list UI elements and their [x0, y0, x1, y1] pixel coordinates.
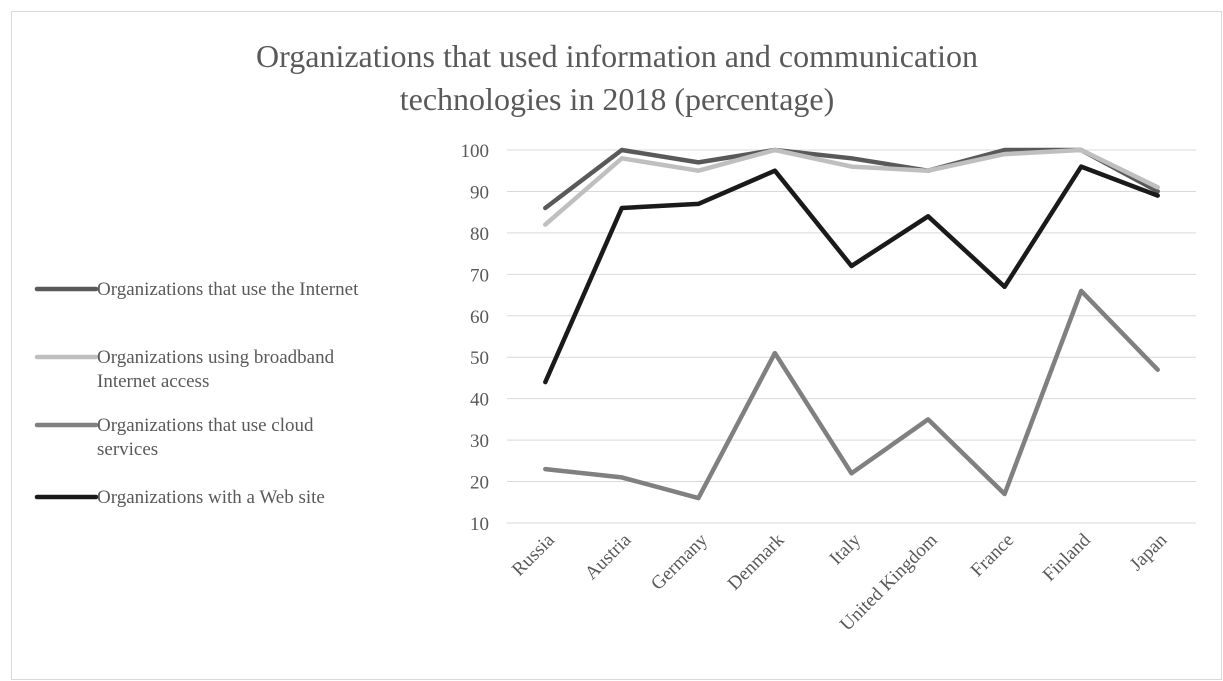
- x-tick-label-italy: Italy: [826, 529, 866, 569]
- y-tick-label-90: 90: [470, 182, 489, 203]
- series-lines: [543, 147, 1160, 501]
- x-tick-label-finland: Finland: [1039, 529, 1095, 585]
- x-tick-label-france: France: [967, 530, 1018, 581]
- chart-title-line-1: Organizations that used information and …: [256, 38, 978, 74]
- gridlines: [507, 149, 1196, 524]
- legend-label-3-line-1: Organizations that use cloud: [97, 415, 314, 436]
- y-tick-label-50: 50: [470, 348, 489, 369]
- x-tick-label-denmark: Denmark: [724, 529, 789, 594]
- chart-title: Organizations that used information and …: [256, 38, 978, 117]
- x-tick-label-russia: Russia: [508, 529, 559, 580]
- legend-label-3-line-2: services: [97, 439, 158, 460]
- x-tick-label-austria: Austria: [581, 529, 636, 584]
- y-tick-label-30: 30: [470, 431, 489, 452]
- legend-label-2-line-2: Internet access: [97, 371, 209, 392]
- y-axis-tick-labels: 10 20 30 40 50 60 70 80 90 100: [461, 141, 490, 535]
- chart-title-line-2: technologies in 2018 (percentage): [400, 81, 835, 117]
- y-tick-label-60: 60: [470, 307, 489, 328]
- x-tick-label-germany: Germany: [647, 529, 712, 594]
- y-tick-label-80: 80: [470, 224, 489, 245]
- x-tick-label-japan: Japan: [1126, 529, 1172, 575]
- chart-frame: [11, 11, 1222, 680]
- legend-label-2-line-1: Organizations using broadband: [97, 347, 335, 368]
- series-line-3: [543, 288, 1160, 501]
- legend-label-4: Organizations with a Web site: [97, 487, 325, 508]
- y-tick-label-70: 70: [470, 265, 489, 286]
- series-line-2: [543, 147, 1160, 227]
- legend: Organizations that use the Internet Organ…: [34, 279, 359, 508]
- y-tick-label-40: 40: [470, 390, 489, 411]
- legend-label-1: Organizations that use the Internet: [97, 279, 359, 300]
- series-line-4: [543, 164, 1160, 385]
- y-tick-label-100: 100: [461, 141, 490, 162]
- y-tick-label-10: 10: [470, 514, 489, 535]
- y-tick-label-20: 20: [470, 473, 489, 494]
